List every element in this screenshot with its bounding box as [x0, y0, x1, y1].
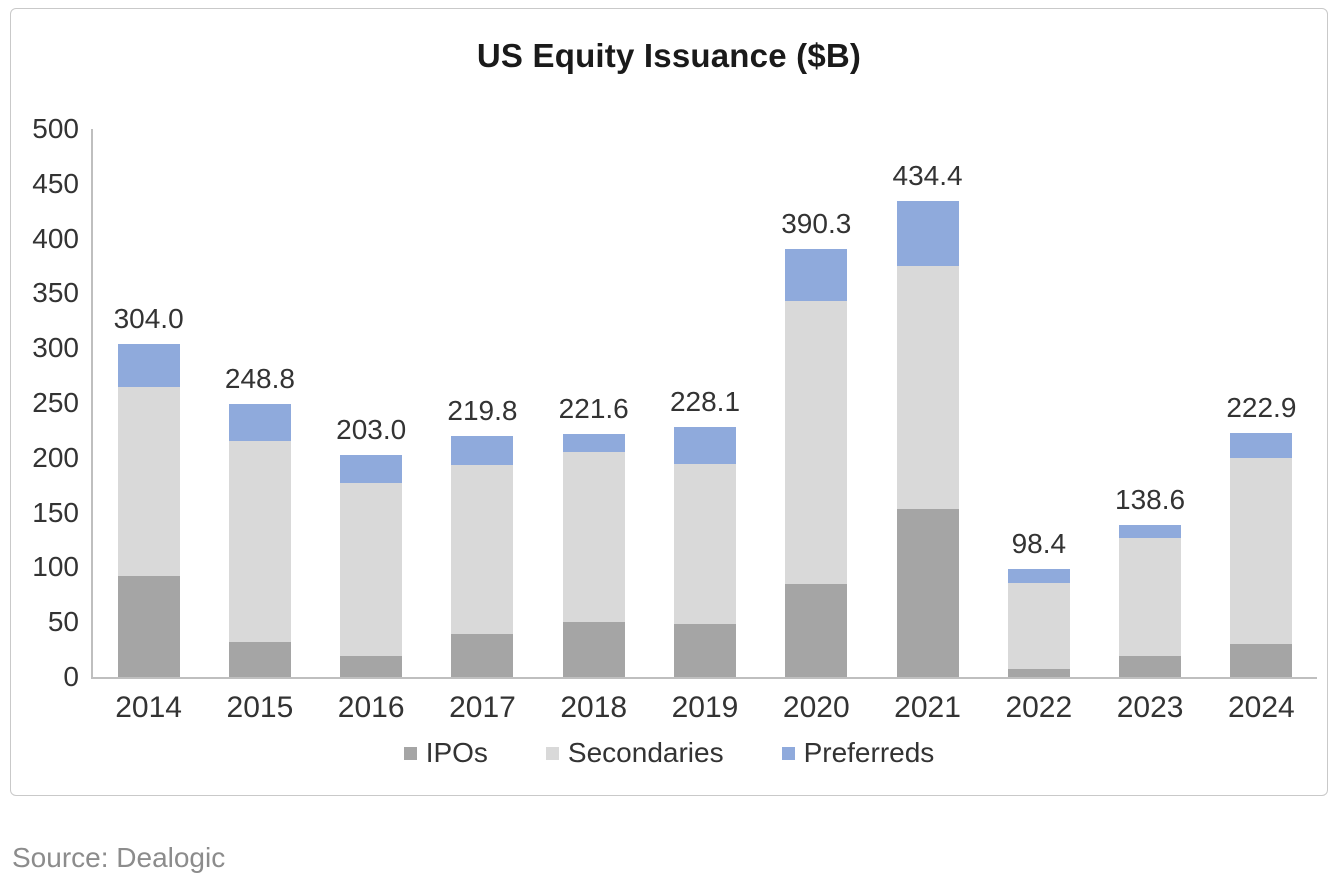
bar-segment-ipos — [1007, 669, 1070, 677]
x-tick-label: 2017 — [449, 691, 516, 724]
bar-segment-preferreds — [562, 434, 625, 453]
legend-item-secondaries: Secondaries — [545, 737, 724, 769]
legend-swatch-icon — [403, 746, 417, 760]
legend-swatch-icon — [545, 746, 559, 760]
bar-segment-ipos — [340, 656, 403, 677]
bar-segment-preferreds — [896, 200, 959, 266]
bar-total-label: 221.6 — [558, 393, 629, 425]
bar-segment-ipos — [674, 624, 736, 677]
bar-segment-ipos — [896, 509, 959, 677]
bar-total-label: 390.3 — [781, 208, 852, 240]
x-tick-label: 2018 — [560, 691, 628, 724]
y-tick-label: 350 — [32, 277, 79, 309]
bar-total-label: 222.9 — [1226, 391, 1297, 423]
legend: IPOs Secondaries Preferreds — [11, 737, 1327, 769]
bar-segment-preferreds — [117, 343, 180, 387]
bar-segment-preferreds — [228, 404, 291, 442]
x-tick-label: 2016 — [337, 691, 405, 724]
bar-segment-ipos — [451, 634, 514, 677]
bar-segment-secondaries — [340, 483, 403, 657]
bar-segment-preferreds — [1230, 432, 1293, 458]
bar-segment-ipos — [562, 622, 625, 677]
source-note: Source: Dealogic — [12, 842, 226, 873]
y-tick-label: 300 — [32, 332, 79, 364]
y-tick-label: 100 — [32, 551, 79, 583]
bar-segment-ipos — [1119, 656, 1182, 677]
bar-total-label: 203.0 — [336, 413, 407, 445]
plot-area: 500 450 400 350 300 250 200 150 100 50 0 304.0 2014 2… — [32, 113, 1317, 724]
bar-segment-secondaries — [451, 465, 514, 635]
x-tick-label: 2021 — [894, 691, 961, 724]
bar-total-label: 434.4 — [892, 159, 963, 191]
bar-total-label: 219.8 — [447, 395, 518, 427]
bar-segment-preferreds — [674, 427, 736, 465]
bar-segment-preferreds — [340, 454, 403, 484]
bar-segment-preferreds — [451, 436, 514, 466]
y-tick-label: 250 — [32, 387, 79, 418]
bar-total-label: 138.6 — [1115, 484, 1186, 516]
chart-frame: US Equity Issuance ($B) 500 450 400 350 300 2… — [10, 8, 1328, 796]
bar-total-label: 228.1 — [669, 386, 741, 418]
bar-segment-secondaries — [1119, 537, 1182, 657]
bar-segment-preferreds — [1119, 525, 1182, 538]
legend-swatch-icon — [781, 746, 795, 760]
bar-segment-secondaries — [1007, 582, 1070, 670]
y-tick-label: 0 — [63, 661, 79, 692]
legend-item-preferreds: Preferreds — [781, 737, 935, 769]
bar-segment-secondaries — [562, 452, 625, 623]
bar-segment-preferreds — [1007, 569, 1070, 583]
legend-item-ipos: IPOs — [403, 737, 488, 769]
bar-segment-preferreds — [785, 249, 848, 302]
y-tick-label: 450 — [32, 167, 79, 199]
bar-total-label: 248.8 — [224, 363, 295, 395]
x-tick-label: 2024 — [1227, 691, 1295, 724]
bar-total-label: 98.4 — [1011, 528, 1067, 560]
bar-segment-secondaries — [1230, 457, 1293, 645]
x-tick-label: 2019 — [671, 691, 739, 724]
bar-segment-secondaries — [785, 301, 848, 584]
bar-segment-ipos — [117, 576, 180, 677]
y-tick-label: 200 — [32, 441, 79, 473]
bar-segment-ipos — [785, 583, 848, 677]
x-tick-label: 2015 — [226, 691, 294, 724]
legend-label: Secondaries — [567, 737, 724, 768]
x-tick-label: 2014 — [115, 691, 182, 724]
x-tick-label: 2020 — [782, 691, 850, 724]
bar-total-label: 304.0 — [113, 302, 184, 334]
bar-segment-secondaries — [674, 464, 736, 625]
bar-segment-secondaries — [228, 441, 291, 642]
y-tick-label: 500 — [32, 113, 79, 144]
bar-segment-ipos — [1230, 644, 1293, 677]
legend-label: Preferreds — [803, 737, 935, 768]
chart-title: US Equity Issuance ($B) — [476, 37, 862, 74]
bar-segment-ipos — [228, 641, 291, 677]
x-tick-label: 2022 — [1005, 691, 1073, 724]
legend-label: IPOs — [425, 737, 488, 768]
y-tick-label: 150 — [32, 496, 79, 528]
y-tick-label: 400 — [32, 222, 79, 254]
x-tick-label: 2023 — [1116, 691, 1184, 724]
y-tick-label: 50 — [47, 606, 79, 638]
bar-segment-secondaries — [896, 266, 959, 510]
bar-segment-secondaries — [117, 386, 180, 577]
